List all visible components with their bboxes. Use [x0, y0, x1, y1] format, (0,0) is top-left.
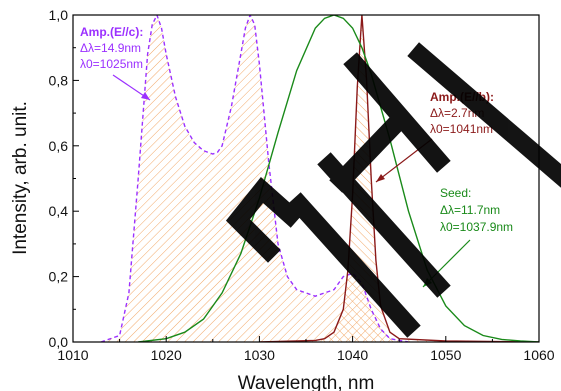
x-tick-label: 1020	[151, 347, 182, 363]
annotation-amp-c-center: λ0=1025nm	[80, 57, 143, 71]
x-axis-label: Wavelength, nm	[238, 373, 375, 391]
x-tick-label: 1030	[244, 347, 275, 363]
x-tick-label: 1050	[430, 347, 461, 363]
series-2-line	[138, 15, 539, 342]
y-tick-label: 0,8	[49, 72, 69, 88]
series-0-area	[101, 15, 409, 342]
x-tick-label: 1060	[523, 347, 554, 363]
annotation-amp-c: Amp.(E//c): Δλ=14.9nm λ0=1025nm	[80, 25, 143, 71]
x-tick-label: 1010	[57, 347, 88, 363]
watermark	[225, 42, 561, 338]
y-tick-label: 1,0	[49, 7, 69, 23]
annotation-seed-center: λ0=1037.9nm	[440, 220, 513, 234]
annotation-seed-title: Seed:	[440, 186, 471, 200]
annotation-amp-b-center: λ0=1041nm	[430, 122, 493, 136]
annotation-amp-c-width: Δλ=14.9nm	[80, 41, 141, 55]
y-tick-label: 0,0	[49, 334, 69, 350]
y-tick-label: 0,4	[49, 203, 69, 219]
annotation-amp-b-arrowhead	[376, 174, 385, 182]
annotation-seed-width: Δλ=11.7nm	[440, 203, 500, 217]
x-tick-label: 1040	[337, 347, 368, 363]
series-1-line	[259, 15, 539, 342]
annotation-amp-c-arrowhead	[141, 92, 150, 100]
annotation-amp-c-title: Amp.(E//c):	[80, 25, 143, 39]
y-axis-label: Intensity, arb. unit.	[10, 101, 31, 255]
series-0-line	[100, 15, 409, 342]
y-tick-label: 0,2	[49, 269, 69, 285]
y-tick-label: 0,6	[49, 138, 69, 154]
annotation-seed: Seed: Δλ=11.7nm λ0=1037.9nm	[440, 186, 513, 234]
